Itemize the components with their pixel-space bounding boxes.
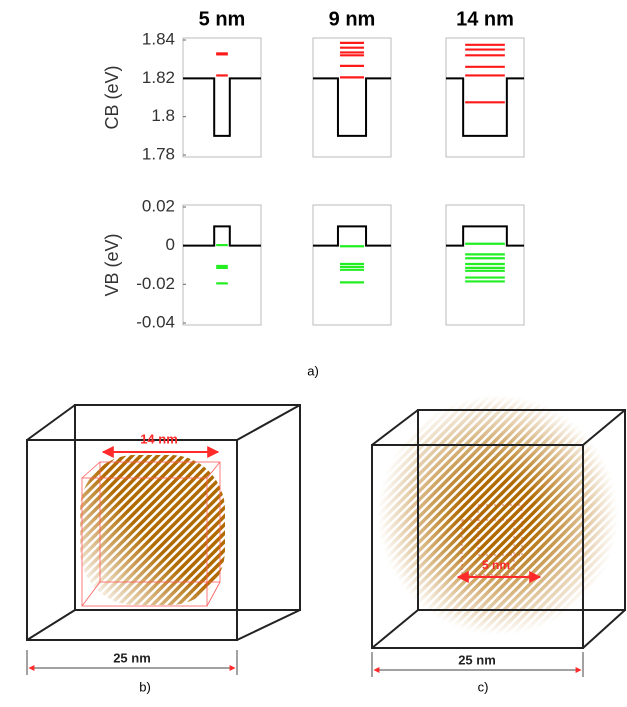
- dimension-label: 25 nm: [458, 652, 496, 667]
- y-tick-label: 0.02: [142, 196, 175, 215]
- potential-profile: [313, 226, 391, 245]
- render-b: 14 nm 25 nm: [27, 405, 300, 675]
- y-axis-label: CB (eV): [102, 65, 122, 129]
- y-tick-label: 1.8: [151, 106, 175, 125]
- potential-profile: [183, 226, 261, 245]
- dimension-label: 25 nm: [113, 650, 151, 665]
- chart-title: 9 nm: [329, 8, 376, 30]
- caption: b): [139, 679, 151, 694]
- render-c: 5 nm 25 nm: [372, 395, 625, 677]
- potential-profile: [313, 78, 391, 135]
- caption: a): [307, 363, 319, 378]
- caption: c): [478, 679, 489, 694]
- nanocrystal: [80, 455, 225, 605]
- chart-title: 5 nm: [199, 8, 246, 30]
- y-tick-label: 1.82: [142, 68, 175, 87]
- y-tick-label: -0.04: [136, 312, 175, 331]
- y-tick-label: -0.02: [136, 274, 175, 293]
- potential-profile: [446, 78, 524, 135]
- plot-frame: [183, 38, 261, 157]
- y-axis-label: VB (eV): [102, 233, 122, 296]
- y-tick-label: 0: [166, 235, 175, 254]
- potential-profile: [183, 78, 261, 135]
- dimension-label: 5 nm: [482, 558, 510, 572]
- y-tick-label: 1.78: [142, 144, 175, 163]
- chart-title: 14 nm: [456, 8, 514, 30]
- dimension-label: 14 nm: [140, 431, 178, 446]
- figure: a) b) c) 14 nm 25 nm 5 nm 25 nm: [0, 0, 627, 702]
- y-tick-label: 1.84: [142, 29, 175, 48]
